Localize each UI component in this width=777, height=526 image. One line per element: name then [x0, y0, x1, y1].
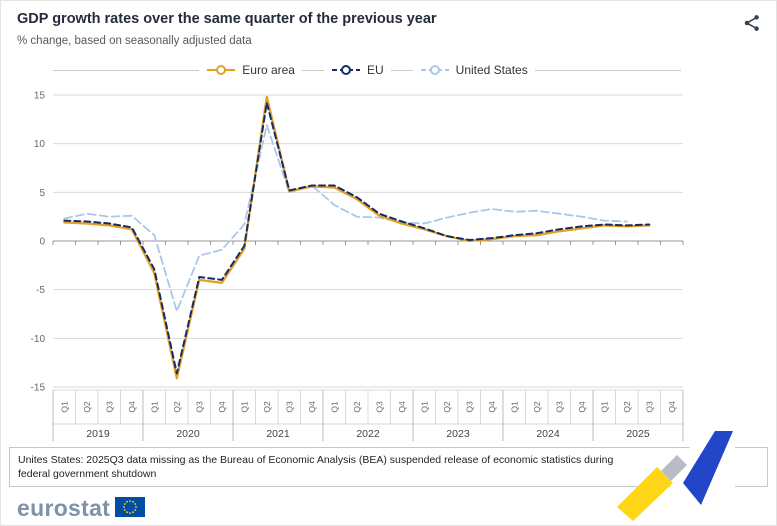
footer: eurostat: [1, 487, 776, 520]
svg-text:5: 5: [39, 188, 45, 199]
svg-text:Q1: Q1: [149, 401, 159, 413]
svg-text:Q2: Q2: [352, 401, 362, 413]
svg-text:-10: -10: [31, 334, 46, 345]
svg-text:Q1: Q1: [239, 401, 249, 413]
svg-text:2024: 2024: [536, 428, 560, 440]
legend-marker-icon: [331, 65, 360, 75]
legend-label: EU: [366, 63, 384, 77]
eurostat-logo: eurostat: [17, 495, 146, 522]
svg-text:Q2: Q2: [442, 401, 452, 413]
svg-text:Q3: Q3: [644, 401, 654, 413]
legend-marker-icon: [420, 65, 449, 75]
svg-text:Q4: Q4: [307, 401, 317, 413]
svg-text:2022: 2022: [356, 428, 380, 440]
svg-text:Q3: Q3: [284, 401, 294, 413]
legend-label: Euro area: [242, 63, 295, 77]
legend-label: United States: [455, 63, 528, 77]
svg-text:Q1: Q1: [59, 401, 69, 413]
legend-item-eu[interactable]: EU: [323, 63, 391, 77]
svg-text:Q1: Q1: [419, 401, 429, 413]
svg-text:Q4: Q4: [667, 401, 677, 413]
svg-text:Q3: Q3: [374, 401, 384, 413]
svg-text:Q3: Q3: [104, 401, 114, 413]
svg-text:Q4: Q4: [577, 401, 587, 413]
chart-header: GDP growth rates over the same quarter o…: [1, 1, 776, 47]
svg-text:Q1: Q1: [509, 401, 519, 413]
eu-flag-icon: [115, 497, 146, 518]
eurostat-logo-text: eurostat: [17, 495, 111, 522]
legend-item-euro-area[interactable]: Euro area: [199, 63, 302, 77]
svg-text:-5: -5: [36, 285, 45, 296]
svg-text:Q2: Q2: [532, 401, 542, 413]
page-title: GDP growth rates over the same quarter o…: [17, 11, 437, 27]
svg-text:Q2: Q2: [622, 401, 632, 413]
svg-text:Q3: Q3: [554, 401, 564, 413]
svg-text:-15: -15: [31, 383, 46, 394]
svg-text:Q2: Q2: [82, 401, 92, 413]
svg-text:2021: 2021: [266, 428, 290, 440]
svg-text:2025: 2025: [626, 428, 650, 440]
svg-text:Q3: Q3: [464, 401, 474, 413]
svg-text:Q1: Q1: [329, 401, 339, 413]
svg-text:10: 10: [34, 139, 46, 150]
svg-text:0: 0: [39, 237, 45, 248]
svg-text:2023: 2023: [446, 428, 470, 440]
svg-text:Q3: Q3: [194, 401, 204, 413]
svg-text:15: 15: [34, 91, 46, 102]
share-button[interactable]: [740, 11, 764, 38]
chart-subtitle: % change, based on seasonally adjusted d…: [17, 35, 252, 47]
svg-text:Q4: Q4: [487, 401, 497, 413]
svg-text:Q4: Q4: [217, 401, 227, 413]
svg-text:2020: 2020: [176, 428, 200, 440]
svg-text:2019: 2019: [86, 428, 110, 440]
share-icon: [744, 15, 759, 31]
eurostat-arrow-graphic: [617, 429, 735, 521]
legend-marker-icon: [207, 65, 236, 75]
svg-text:Q4: Q4: [397, 401, 407, 413]
svg-text:Q2: Q2: [172, 401, 182, 413]
svg-text:Q2: Q2: [262, 401, 272, 413]
svg-text:Q4: Q4: [127, 401, 137, 413]
gdp-line-chart: 15 10 5 0 -5 -10 -15 Q1 Q2 Q3 Q4 Q1 Q2 Q3 Q4 Q1 Q2 Q3 Q4 Q1…: [31, 91, 684, 441]
chart-legend: Euro area EU United States: [53, 59, 681, 81]
svg-text:Q1: Q1: [599, 401, 609, 413]
chart-footnote: Unites States: 2025Q3 data missing as th…: [9, 447, 768, 488]
legend-item-united-states[interactable]: United States: [412, 63, 535, 77]
